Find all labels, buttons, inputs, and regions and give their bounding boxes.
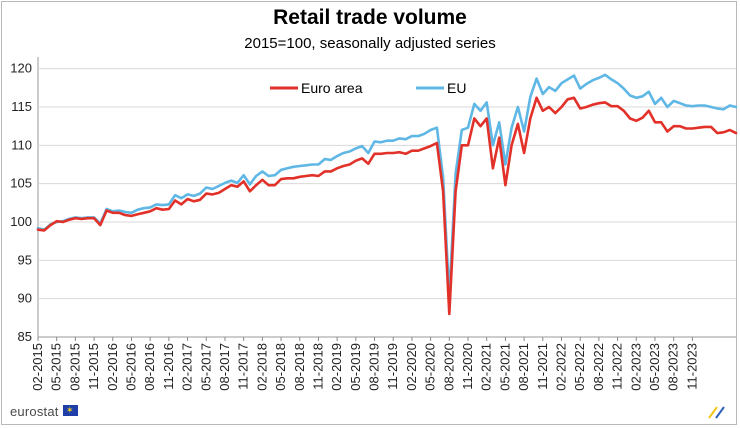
x-tick-label: 11-2017 [236,343,251,390]
x-tick-label: 08-2016 [142,343,157,391]
x-tick-label: 11-2022 [610,343,625,390]
y-tick-label: 85 [18,329,32,344]
gridlines [37,57,736,338]
x-tick-label: 02-2017 [180,343,195,391]
eurostat-logo-text: eurostat [10,404,59,419]
x-tick-label: 05-2017 [198,343,213,391]
y-axis: 85 90 95 100 105 110 115 120 [10,61,32,344]
y-tick-label: 120 [10,61,32,76]
x-tick-label: 05-2020 [423,343,438,391]
x-tick-label: 02-2016 [105,343,120,391]
y-tick-label: 90 [18,291,32,306]
x-tick-label: 11-2018 [310,343,325,390]
chart-subtitle: 2015=100, seasonally adjusted series [244,35,496,52]
x-tick-label: 08-2017 [217,343,232,391]
x-tick-label: 11-2020 [460,343,475,390]
x-tick-label: 08-2015 [67,343,82,391]
series-line-eu [36,73,738,298]
x-tick-label: 08-2023 [666,343,681,391]
legend-label-euro-area: Euro area [301,80,363,96]
y-tick-label: 115 [11,99,32,114]
x-tick-label: 05-2018 [273,343,288,391]
x-axis: 02-2015 05-2015 08-2015 11-2015 02-2016 05-20… [30,337,699,391]
eu-flag-icon [63,404,78,416]
y-tick-label: 95 [18,252,32,267]
y-tick-label: 105 [10,176,32,191]
x-tick-label: 05-2015 [49,343,64,391]
x-tick-label: 11-2021 [535,343,550,390]
x-tick-label: 05-2023 [647,343,662,391]
x-tick-label: 05-2022 [572,343,587,391]
x-tick-label: 08-2019 [367,343,382,391]
x-tick-label: 02-2021 [479,343,494,391]
legend-label-eu: EU [447,80,466,96]
x-tick-label: 11-2016 [161,343,176,390]
x-tick-label: 11-2015 [86,343,101,390]
x-tick-label: 05-2021 [497,343,512,391]
legend: Euro area EU [270,80,466,96]
x-tick-label: 08-2018 [292,343,307,391]
x-tick-label: 02-2023 [628,343,643,391]
y-tick-label: 110 [11,137,32,152]
series-lines [36,73,738,316]
x-tick-label: 11-2023 [684,343,699,390]
x-tick-label: 05-2016 [123,343,138,391]
x-tick-label: 02-2015 [30,343,45,391]
x-tick-label: 08-2020 [441,343,456,391]
chart-title: Retail trade volume [273,6,467,29]
x-tick-label: 02-2022 [554,343,569,391]
x-tick-label: 02-2019 [329,343,344,391]
x-tick-label: 11-2019 [385,343,400,390]
series-line-euro-area [36,96,738,316]
x-tick-label: 02-2020 [404,343,419,391]
eurostat-corner-icon [708,406,725,419]
x-tick-label: 02-2018 [254,343,269,391]
x-tick-label: 05-2019 [348,343,363,391]
y-tick-label: 100 [10,214,32,229]
x-tick-label: 08-2022 [591,343,606,391]
x-tick-label: 08-2021 [516,343,531,391]
